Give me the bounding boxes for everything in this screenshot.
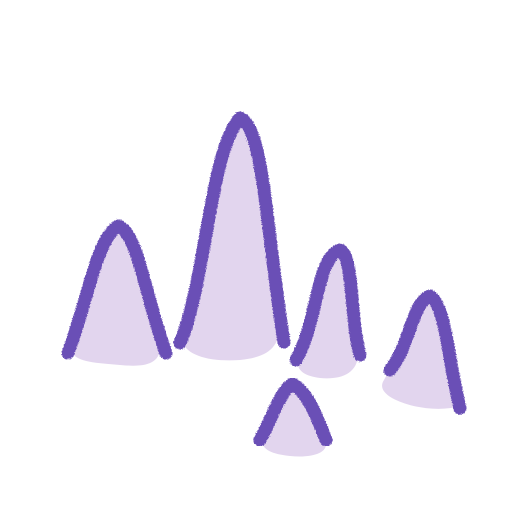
middle-small-peak-outline: [289, 243, 367, 367]
tall-center-peak-fill: [182, 118, 281, 361]
middle-small-peak-fill: [297, 250, 359, 379]
left-peak: [61, 219, 173, 366]
front-small-peak-outline: [253, 377, 333, 447]
middle-small-peak: [289, 243, 367, 379]
right-peak-outline: [383, 289, 467, 415]
tall-center-peak: [173, 111, 291, 361]
tall-center-peak-outline: [173, 111, 291, 350]
left-peak-outline: [61, 219, 173, 360]
front-small-peak: [253, 377, 333, 457]
right-peak: [382, 289, 467, 415]
